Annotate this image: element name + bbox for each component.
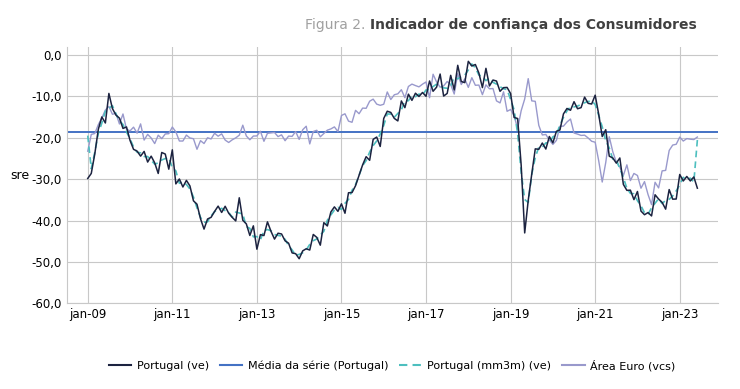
Text: Figura 2.: Figura 2. [306,18,370,32]
Legend: Portugal (ve), Média da série (Portugal), Portugal (mm3m) (ve), Área Euro (vcs): Portugal (ve), Média da série (Portugal)… [104,355,680,375]
Y-axis label: sre: sre [10,168,30,182]
Text: Indicador de confiança dos Consumidores: Indicador de confiança dos Consumidores [370,18,697,32]
